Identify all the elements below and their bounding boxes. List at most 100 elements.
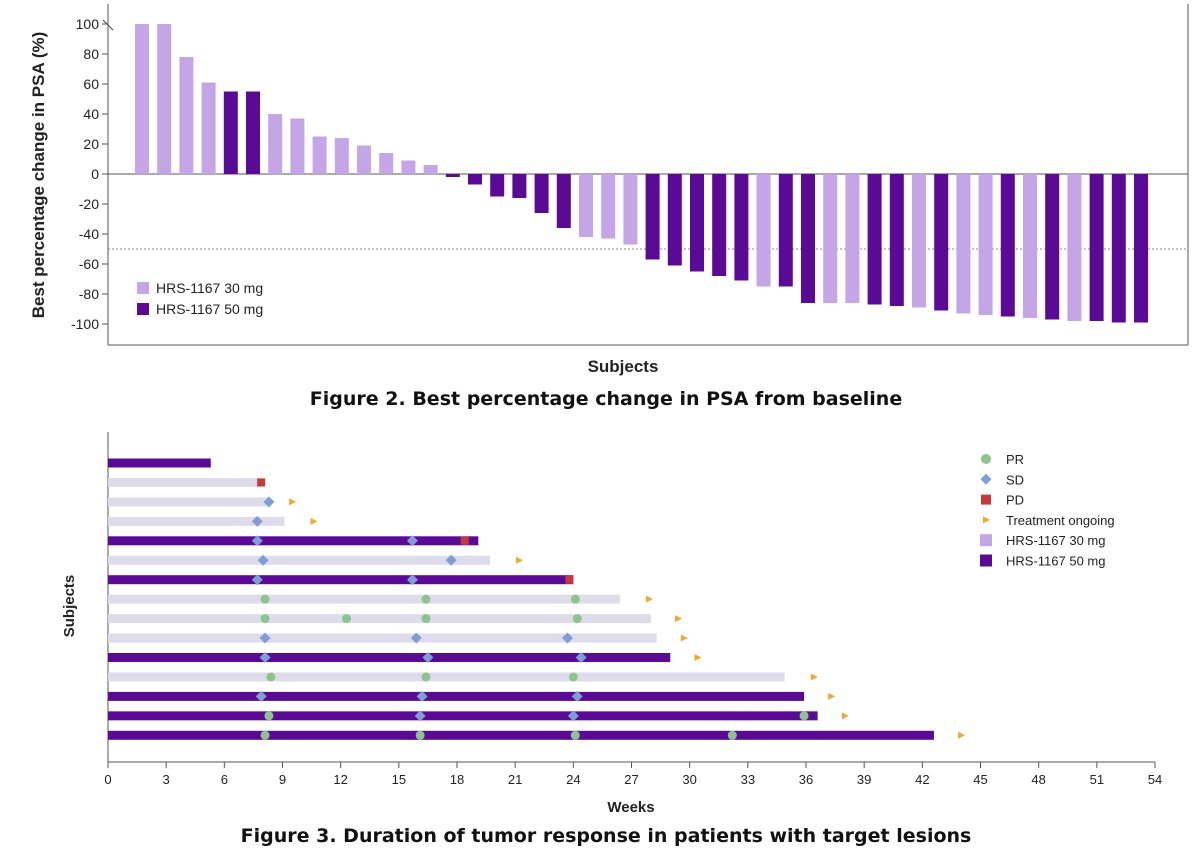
psa-bar: [690, 174, 704, 272]
psa-bar: [401, 160, 416, 174]
pr-marker: [266, 672, 276, 682]
swimmer-bar: [108, 516, 285, 526]
swimmer-x-tick-label: 45: [973, 772, 987, 787]
swimmer-bar: [108, 691, 805, 701]
swimmer-bar: [108, 711, 818, 721]
treatment-ongoing-marker: [645, 595, 653, 603]
pr-marker: [415, 730, 425, 740]
swimmer-y-axis-label: Subjects: [61, 575, 78, 638]
pr-marker: [421, 672, 431, 682]
pd-marker: [565, 575, 574, 584]
swimmer-legend-label: HRS-1167 50 mg: [1006, 554, 1105, 569]
pr-marker: [421, 594, 431, 604]
treatment-ongoing-marker: [958, 731, 966, 739]
swimmer-bar: [108, 536, 479, 546]
legend-ongoing-symbol: [983, 516, 990, 524]
pr-marker: [572, 614, 582, 624]
psa-y-tick-label: -60: [79, 256, 99, 272]
swimmer-x-tick-label: 36: [799, 772, 813, 787]
sd-marker: [259, 632, 271, 644]
psa-y-tick-label: 100: [76, 16, 100, 32]
psa-axis-break: [102, 19, 114, 31]
sd-marker: [263, 496, 275, 508]
swimmer-chart: 0 3 6 9 12 15 18 21 24 27 30 33 36 39 42 45 48 51 54 PRSDP…: [61, 432, 1162, 847]
swimmer-legend: PR SD PD Treatment ongoing HRS-1167 30 mg HRS…: [980, 452, 1115, 569]
swimmer-x-tick-label: 48: [1031, 772, 1045, 787]
psa-bar: [845, 174, 860, 303]
swimmer-bars: [108, 458, 934, 740]
swimmer-x-tick-label: 15: [392, 772, 406, 787]
pr-marker: [727, 730, 737, 740]
treatment-ongoing-marker: [310, 517, 318, 525]
legend-sd-symbol: [980, 473, 992, 485]
psa-bar: [179, 57, 194, 174]
sd-marker: [251, 535, 263, 547]
swimmer-bar: [108, 594, 620, 604]
psa-bar: [556, 174, 571, 228]
psa-bar: [889, 174, 904, 306]
swimmer-bar: [108, 575, 574, 585]
psa-y-tick-label: -100: [71, 316, 99, 332]
treatment-ongoing-marker: [810, 673, 818, 681]
psa-bar: [1000, 174, 1015, 317]
treatment-ongoing-marker: [675, 615, 683, 623]
legend-pr-symbol: [981, 454, 991, 464]
psa-bar: [823, 174, 838, 303]
swimmer-axes: 0 3 6 9 12 15 18 21 24 27 30 33 36 39 42 45 48 51 54: [104, 432, 1162, 787]
sd-marker: [567, 710, 579, 722]
psa-bar: [934, 174, 949, 311]
legend-pd-symbol: [981, 494, 991, 505]
swimmer-x-tick-label: 30: [682, 772, 696, 787]
sd-marker: [575, 652, 587, 663]
psa-x-axis-label: Subjects: [588, 357, 659, 376]
psa-bar: [490, 174, 505, 197]
swimmer-x-tick-label: 12: [333, 772, 347, 787]
sd-marker: [416, 690, 428, 702]
pr-marker: [264, 711, 274, 721]
psa-bar: [201, 82, 216, 174]
psa-bar: [667, 174, 682, 266]
psa-bar: [290, 118, 305, 174]
swimmer-bar: [108, 672, 785, 682]
treatment-ongoing-marker: [694, 654, 702, 661]
psa-bar: [623, 174, 638, 245]
psa-bar: [734, 174, 749, 281]
psa-legend-label: HRS-1167 30 mg: [156, 280, 263, 296]
swimmer-legend-label: HRS-1167 30 mg: [1006, 533, 1105, 548]
treatment-ongoing-marker: [289, 498, 297, 506]
sd-marker: [259, 652, 271, 663]
psa-bar: [867, 174, 882, 305]
pr-marker: [570, 730, 580, 740]
psa-bar: [246, 91, 260, 174]
psa-bar: [601, 174, 616, 239]
swimmer-x-tick-label: 39: [857, 772, 871, 787]
swimmer-x-tick-label: 54: [1148, 772, 1162, 787]
sd-marker: [414, 710, 426, 722]
psa-bar: [157, 24, 172, 174]
swimmer-bar: [108, 555, 490, 565]
psa-y-tick-label: 60: [83, 76, 99, 92]
swimmer-x-tick-label: 51: [1090, 772, 1104, 787]
swimmer-markers: [251, 478, 966, 740]
psa-bar: [379, 153, 394, 174]
psa-bar: [357, 145, 371, 174]
treatment-ongoing-marker: [828, 692, 836, 700]
swimmer-x-tick-label: 24: [566, 772, 580, 787]
psa-legend: HRS-1167 30 mg HRS-1167 50 mg: [137, 280, 263, 317]
psa-y-axis-label: Best percentage change in PSA (%): [29, 32, 48, 319]
psa-bar: [645, 174, 660, 260]
swimmer-x-tick-label: 6: [221, 772, 228, 787]
psa-y-tick-label: 80: [83, 46, 99, 62]
psa-bar: [135, 24, 149, 174]
swimmer-bar: [108, 653, 671, 662]
pr-marker: [568, 672, 578, 682]
swimmer-bar: [108, 477, 262, 487]
pr-marker: [570, 594, 580, 604]
pr-marker: [260, 594, 270, 604]
psa-legend-swatch: [137, 282, 149, 294]
swimmer-legend-label: PR: [1006, 452, 1024, 467]
psa-y-tick-label: 40: [83, 106, 99, 122]
pr-marker: [421, 614, 431, 624]
sd-marker: [257, 554, 269, 566]
psa-bar: [1045, 174, 1060, 320]
